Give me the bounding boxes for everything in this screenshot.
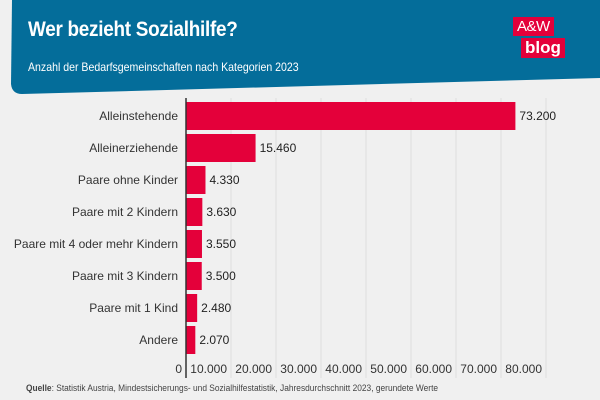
bar <box>186 326 196 354</box>
x-tick-label: 20.000 <box>235 362 272 376</box>
bar <box>186 294 198 322</box>
category-label: Alleinerziehende <box>89 141 178 155</box>
x-tick-label: 10.000 <box>190 362 227 376</box>
x-tick-label: 40.000 <box>325 362 362 376</box>
bar <box>186 230 202 258</box>
x-tick-label: 50.000 <box>370 362 407 376</box>
value-label: 3.500 <box>206 269 236 283</box>
logo-text-blog: blog <box>521 38 565 58</box>
source-text: : Statistik Austria, Mindestsicherungs- … <box>51 383 439 393</box>
category-label: Paare mit 3 Kindern <box>72 269 178 283</box>
chart-title: Wer bezieht Sozialhilfe? <box>28 18 238 41</box>
bar <box>186 102 516 130</box>
source-label: Quelle <box>26 383 52 393</box>
x-tick-labels: 0 10.000 20.000 30.000 40.000 50.000 60.000 70.… <box>175 362 542 376</box>
header-banner: Wer bezieht Sozialhilfe? Anzahl der Beda… <box>0 0 600 100</box>
category-label: Paare mit 2 Kindern <box>72 205 178 219</box>
category-labels: Alleinstehende Alleinerziehende Paare ohne… <box>14 109 178 347</box>
value-label: 15.460 <box>260 141 297 155</box>
bar <box>186 262 202 290</box>
gridlines <box>230 98 547 378</box>
x-tick-label: 60.000 <box>415 362 452 376</box>
value-label: 2.480 <box>201 301 231 315</box>
value-label: 3.630 <box>206 205 236 219</box>
x-tick-label: 70.000 <box>460 362 497 376</box>
category-label: Andere <box>139 333 178 347</box>
value-label: 4.330 <box>209 173 239 187</box>
value-labels: 73.200 15.460 4.330 3.630 3.550 3.500 2.480 2.0… <box>199 109 556 347</box>
bar <box>186 166 206 194</box>
category-label: Alleinstehende <box>99 109 178 123</box>
x-tick-label: 0 <box>175 362 182 376</box>
x-tick-label: 80.000 <box>505 362 542 376</box>
category-label: Paare mit 1 Kind <box>89 301 178 315</box>
source-note: Quelle: Statistik Austria, Mindestsicher… <box>26 383 438 393</box>
bar <box>186 134 256 162</box>
header-background <box>11 0 600 94</box>
value-label: 3.550 <box>206 237 236 251</box>
value-label: 2.070 <box>199 333 229 347</box>
x-tick-label: 30.000 <box>280 362 317 376</box>
bar <box>186 198 203 226</box>
bars <box>186 102 516 354</box>
category-label: Paare ohne Kinder <box>78 173 178 187</box>
chart-subtitle: Anzahl der Bedarfsgemeinschaften nach Ka… <box>28 60 299 74</box>
category-label: Paare mit 4 oder mehr Kindern <box>14 237 178 251</box>
value-label: 73.200 <box>519 109 556 123</box>
logo-text-aw: A&W <box>513 17 554 36</box>
